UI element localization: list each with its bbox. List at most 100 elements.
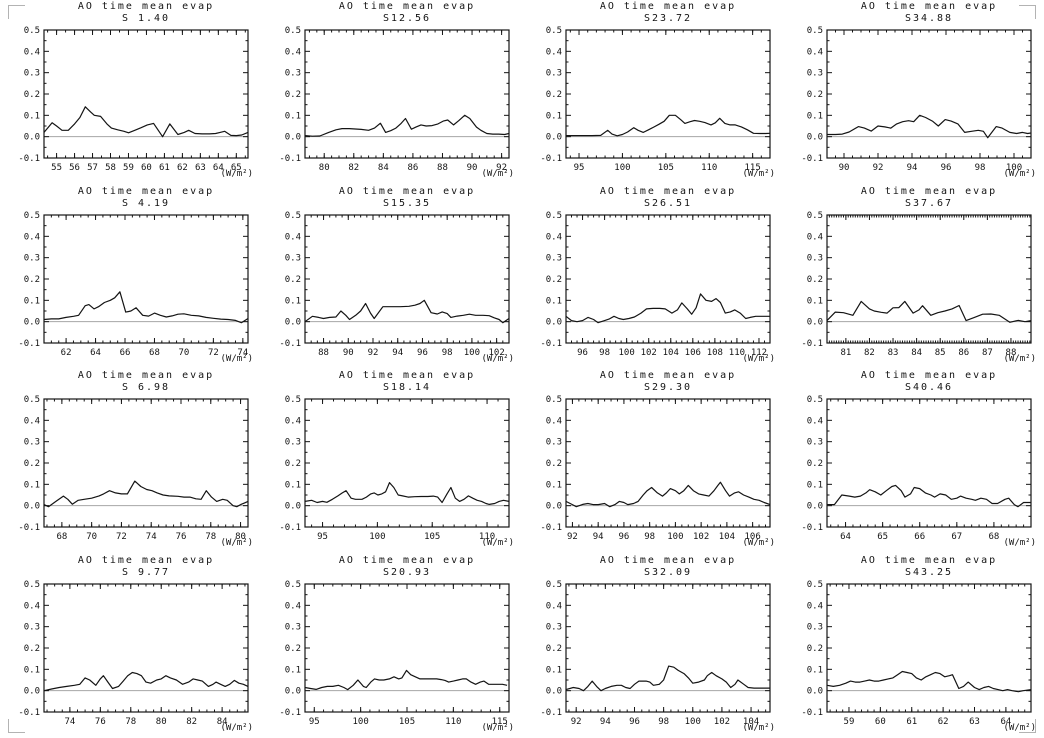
x-axis-unit-label: (W/m²) bbox=[220, 538, 253, 548]
chart-subtitle: S26.51 bbox=[643, 197, 693, 209]
svg-text:96: 96 bbox=[417, 348, 428, 358]
chart-subtitle: S34.88 bbox=[904, 13, 954, 24]
svg-text:94: 94 bbox=[600, 717, 611, 727]
svg-text:0.2: 0.2 bbox=[24, 459, 40, 469]
chart-subtitle: S 9.77 bbox=[121, 566, 171, 578]
svg-text:100: 100 bbox=[353, 717, 369, 727]
svg-text:68: 68 bbox=[988, 532, 999, 542]
svg-text:0.3: 0.3 bbox=[807, 438, 823, 448]
svg-text:86: 86 bbox=[958, 348, 969, 358]
svg-text:72: 72 bbox=[116, 532, 127, 542]
svg-text:115: 115 bbox=[492, 717, 508, 727]
svg-text:92: 92 bbox=[571, 717, 582, 727]
svg-text:64: 64 bbox=[90, 348, 101, 358]
svg-text:-0.1: -0.1 bbox=[801, 523, 823, 533]
svg-text:96: 96 bbox=[941, 163, 952, 173]
svg-text:0.2: 0.2 bbox=[807, 644, 823, 654]
svg-text:0.5: 0.5 bbox=[24, 395, 40, 405]
subplot-s34-88: -0.1 0.0 0.1 0.2 0.3 0.4 0.5 90 92 94 96 98 100 AO t… bbox=[783, 0, 1044, 184]
svg-text:106: 106 bbox=[744, 532, 760, 542]
x-axis-unit-label: (W/m²) bbox=[1003, 722, 1036, 733]
svg-text:-0.1: -0.1 bbox=[540, 523, 562, 533]
svg-text:0.4: 0.4 bbox=[24, 416, 40, 426]
svg-text:0.5: 0.5 bbox=[285, 580, 301, 590]
svg-text:100: 100 bbox=[619, 348, 635, 358]
svg-text:63: 63 bbox=[195, 163, 206, 173]
svg-text:95: 95 bbox=[309, 717, 320, 727]
data-line bbox=[304, 669, 508, 690]
svg-text:95: 95 bbox=[574, 163, 585, 173]
chart-canvas: -0.1 0.0 0.1 0.2 0.3 0.4 0.5 59 60 61 62 63 64 bbox=[801, 580, 1032, 727]
chart-title: AO time mean evap bbox=[77, 554, 215, 566]
svg-text:0.0: 0.0 bbox=[285, 686, 301, 696]
data-line bbox=[43, 480, 249, 508]
svg-text:102: 102 bbox=[489, 348, 505, 358]
chart-title: AO time mean evap bbox=[860, 554, 998, 566]
data-line bbox=[827, 484, 1031, 508]
x-axis-unit-label: (W/m²) bbox=[481, 353, 514, 364]
svg-text:0.4: 0.4 bbox=[546, 416, 562, 426]
svg-text:0.2: 0.2 bbox=[546, 275, 562, 285]
subplot-s-4-19: -0.1 0.0 0.1 0.2 0.3 0.4 0.5 62 64 66 68 70 72 74 AO … bbox=[0, 185, 261, 369]
svg-text:0.2: 0.2 bbox=[285, 644, 301, 654]
chart-canvas: -0.1 0.0 0.1 0.2 0.3 0.4 0.5 95 100 105 110 115 bbox=[279, 580, 510, 727]
svg-text:0.4: 0.4 bbox=[24, 232, 40, 242]
chart-subtitle: S12.56 bbox=[382, 13, 432, 24]
svg-text:0.5: 0.5 bbox=[807, 580, 823, 590]
svg-text:96: 96 bbox=[577, 348, 588, 358]
chart-title: AO time mean evap bbox=[77, 185, 215, 197]
data-line bbox=[304, 299, 510, 323]
svg-text:0.3: 0.3 bbox=[807, 69, 823, 79]
x-axis-unit-label: (W/m²) bbox=[742, 722, 775, 733]
svg-text:0.5: 0.5 bbox=[24, 580, 40, 590]
svg-text:74: 74 bbox=[64, 717, 75, 727]
svg-text:0.1: 0.1 bbox=[546, 480, 562, 490]
subplot-s23-72: -0.1 0.0 0.1 0.2 0.3 0.4 0.5 95 100 105 110 115 AO … bbox=[522, 0, 783, 184]
svg-text:0.3: 0.3 bbox=[24, 438, 40, 448]
data-line bbox=[565, 664, 770, 691]
svg-text:0.2: 0.2 bbox=[24, 90, 40, 100]
x-axis-unit-label: (W/m²) bbox=[742, 538, 775, 548]
svg-text:0.0: 0.0 bbox=[24, 686, 40, 696]
x-axis-unit-label: (W/m²) bbox=[1003, 353, 1036, 364]
svg-text:-0.1: -0.1 bbox=[279, 708, 301, 718]
x-axis-unit-label: (W/m²) bbox=[220, 169, 253, 179]
svg-text:61: 61 bbox=[906, 717, 917, 727]
svg-text:76: 76 bbox=[176, 532, 187, 542]
svg-text:68: 68 bbox=[56, 532, 67, 542]
svg-text:112: 112 bbox=[751, 348, 767, 358]
svg-text:0.3: 0.3 bbox=[546, 622, 562, 632]
svg-text:67: 67 bbox=[951, 532, 962, 542]
subplot-s18-14: -0.1 0.0 0.1 0.2 0.3 0.4 0.5 95 100 105 110 AO tim… bbox=[261, 369, 522, 553]
svg-text:100: 100 bbox=[464, 348, 480, 358]
svg-text:0.2: 0.2 bbox=[546, 644, 562, 654]
svg-text:56: 56 bbox=[69, 163, 80, 173]
svg-text:0.5: 0.5 bbox=[546, 26, 562, 36]
data-line bbox=[43, 671, 249, 691]
chart-subtitle: S32.09 bbox=[643, 566, 693, 578]
crop-mark-bottom-right bbox=[1019, 719, 1036, 733]
subplot-s40-46: -0.1 0.0 0.1 0.2 0.3 0.4 0.5 64 65 66 67 68 AO time… bbox=[783, 369, 1044, 553]
svg-text:96: 96 bbox=[618, 532, 629, 542]
svg-text:0.4: 0.4 bbox=[546, 601, 562, 611]
svg-text:57: 57 bbox=[87, 163, 98, 173]
chart-title: AO time mean evap bbox=[860, 185, 998, 197]
svg-text:64: 64 bbox=[1000, 717, 1011, 727]
svg-text:96: 96 bbox=[629, 717, 640, 727]
x-axis-unit-label: (W/m²) bbox=[481, 538, 514, 548]
svg-text:0.3: 0.3 bbox=[807, 622, 823, 632]
data-line bbox=[566, 114, 771, 137]
subplot-s-9-77: -0.1 0.0 0.1 0.2 0.3 0.4 0.5 74 76 78 80 82 84 AO ti… bbox=[0, 554, 261, 738]
svg-text:0.5: 0.5 bbox=[546, 580, 562, 590]
svg-text:66: 66 bbox=[120, 348, 131, 358]
svg-text:0.1: 0.1 bbox=[807, 665, 823, 675]
svg-text:0.3: 0.3 bbox=[24, 622, 40, 632]
svg-text:80: 80 bbox=[319, 163, 330, 173]
chart-title: AO time mean evap bbox=[338, 1, 476, 12]
svg-text:80: 80 bbox=[235, 532, 246, 542]
chart-canvas: -0.1 0.0 0.1 0.2 0.3 0.4 0.5 55 56 57 58 59 60 61 62 63… bbox=[18, 26, 249, 173]
svg-text:94: 94 bbox=[907, 163, 918, 173]
svg-text:0.2: 0.2 bbox=[285, 275, 301, 285]
chart-canvas: -0.1 0.0 0.1 0.2 0.3 0.4 0.5 81 82 83 84 85 86 87 88 bbox=[801, 211, 1032, 358]
